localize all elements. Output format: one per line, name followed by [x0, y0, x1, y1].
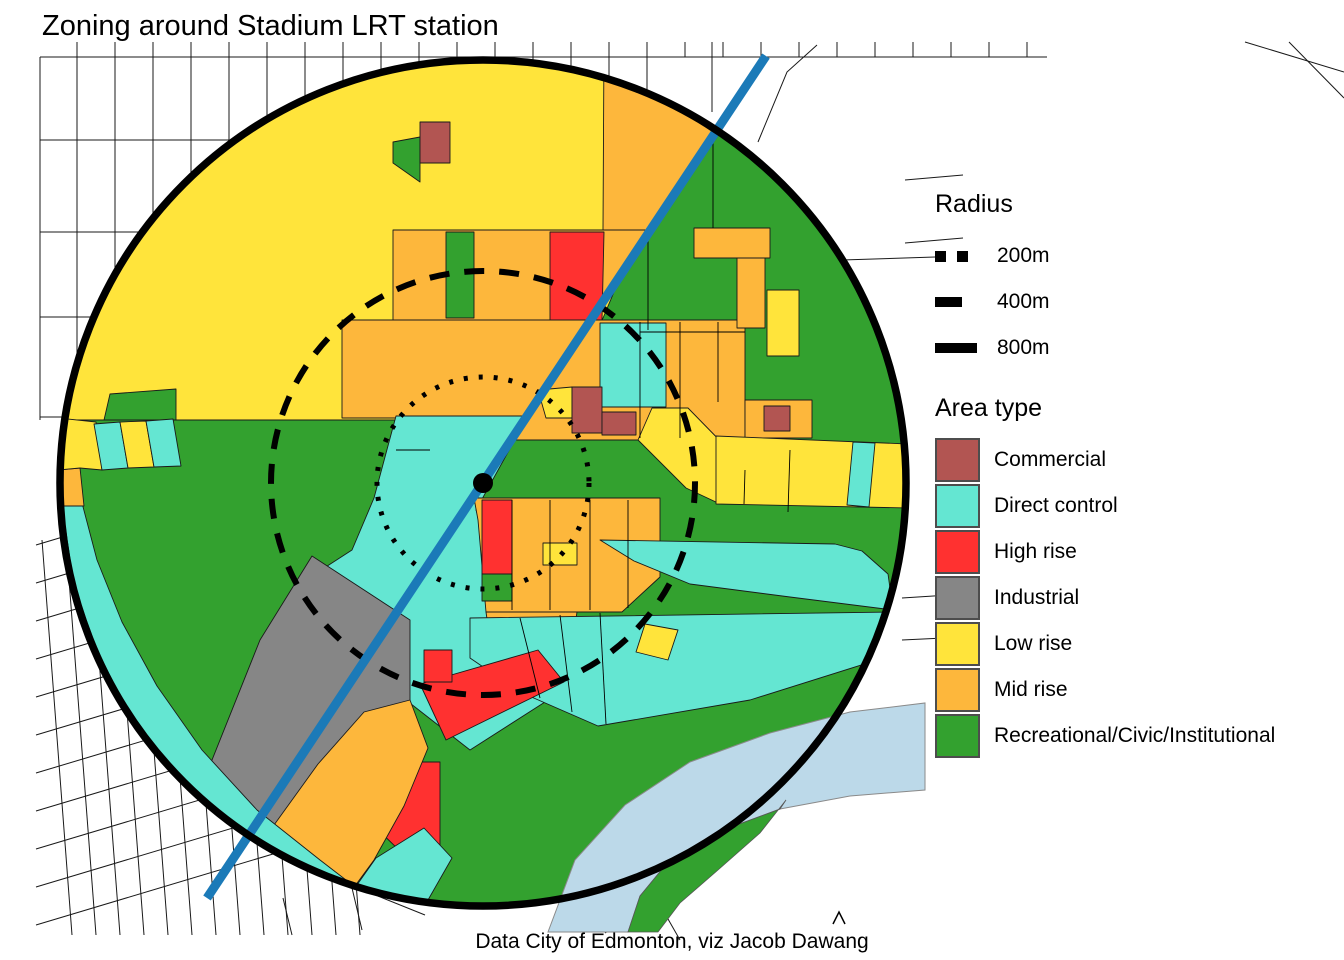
legend-area-item-mid-rise: Mid rise — [935, 667, 1275, 713]
parcel-lines — [396, 140, 791, 725]
legend-radius-item-200m: 200m — [935, 233, 1050, 279]
dotted-line-icon — [935, 250, 983, 262]
industrial-swatch — [935, 576, 980, 620]
recreational-swatch — [935, 714, 980, 758]
zone-fills — [60, 60, 906, 906]
legend-area-type: Area type Commercial Direct control High… — [935, 394, 1275, 759]
legend-area-title: Area type — [935, 394, 1043, 422]
legend-area-item-commercial: Commercial — [935, 437, 1275, 483]
legend-area-item-industrial: Industrial — [935, 575, 1275, 621]
legend-area-label: Recreational/Civic/Institutional — [994, 724, 1276, 747]
legend-radius-label: 800m — [997, 336, 1050, 359]
page-title: Zoning around Stadium LRT station — [42, 10, 499, 42]
legend-area-label: Commercial — [994, 448, 1107, 471]
caption: Data City of Edmonton, viz Jacob Dawang — [475, 930, 869, 953]
low-rise-swatch — [935, 622, 980, 666]
mouse-cursor — [832, 910, 846, 925]
legend-radius-item-800m: 800m — [935, 325, 1050, 371]
mid-rise-swatch — [935, 668, 980, 712]
legend-radius-title: Radius — [935, 190, 1013, 218]
legend-radius-item-400m: 400m — [935, 279, 1050, 325]
legend-area-label: Direct control — [994, 494, 1118, 517]
legend-radius: Radius 200m 400m 800m — [935, 190, 1050, 371]
legend-area-label: Mid rise — [994, 678, 1068, 701]
legend-radius-label: 200m — [997, 244, 1050, 267]
legend-area-item-high-rise: High rise — [935, 529, 1275, 575]
commercial-swatch — [935, 438, 980, 482]
radius-circle-800m — [56, 56, 910, 910]
legend-area-label: High rise — [994, 540, 1077, 563]
legend-area-item-direct-control: Direct control — [935, 483, 1275, 529]
high-rise-swatch — [935, 530, 980, 574]
direct-control-swatch — [935, 484, 980, 528]
legend-area-item-recreational: Recreational/Civic/Institutional — [935, 713, 1275, 759]
legend-area-label: Industrial — [994, 586, 1080, 609]
solid-line-icon — [935, 343, 983, 353]
station-dot — [473, 473, 493, 493]
legend-area-label: Low rise — [994, 632, 1073, 655]
legend-radius-label: 400m — [997, 290, 1050, 313]
radius-circle-200m — [374, 374, 592, 592]
legend-area-item-low-rise: Low rise — [935, 621, 1275, 667]
dashed-line-icon — [935, 297, 983, 307]
radius-circle-400m — [268, 268, 698, 698]
